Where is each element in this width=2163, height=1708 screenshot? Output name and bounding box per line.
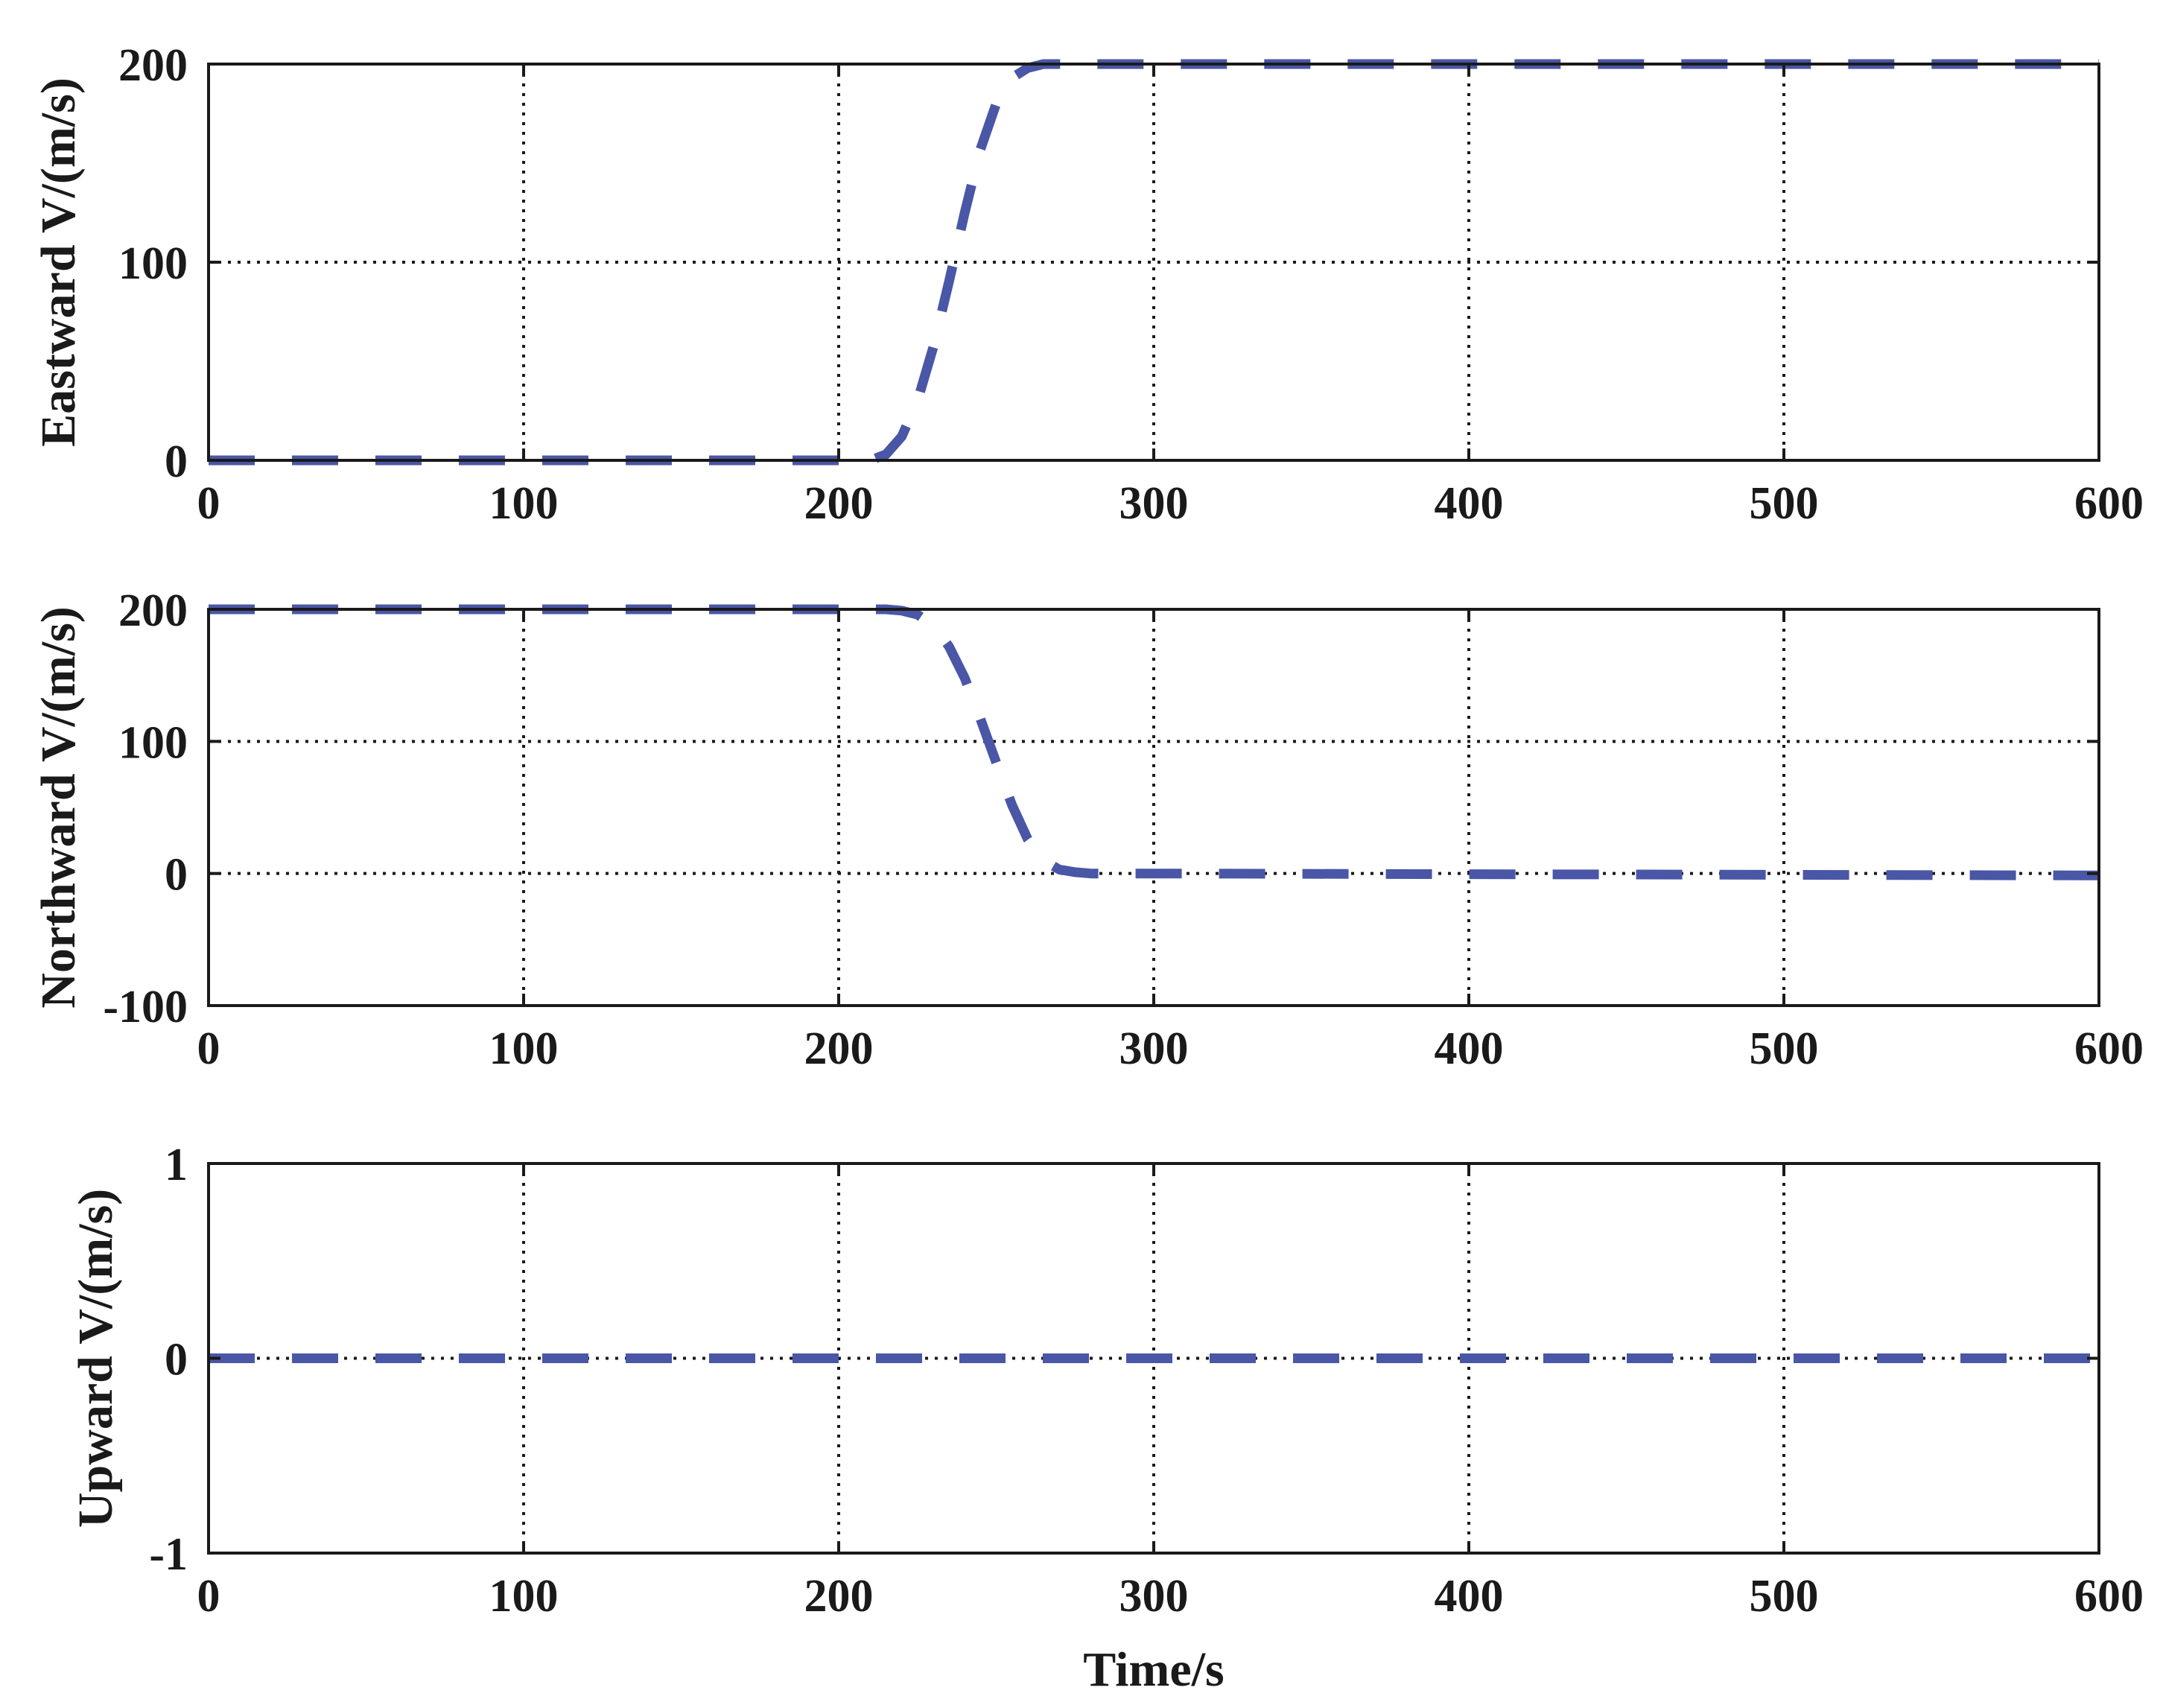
x-tick-label: 200 xyxy=(804,1023,874,1074)
x-tick-label: 300 xyxy=(1119,478,1189,529)
x-tick-label: 600 xyxy=(2074,1571,2144,1622)
x-tick-label: 300 xyxy=(1119,1571,1189,1622)
y-tick-label: 0 xyxy=(165,850,188,901)
y-tick-label: 100 xyxy=(118,717,188,768)
y-tick-label: 100 xyxy=(118,238,188,289)
x-tick-label: 500 xyxy=(1750,1023,1819,1074)
x-tick-label: 400 xyxy=(1435,1571,1504,1622)
x-tick-label: 100 xyxy=(489,1023,559,1074)
x-tick-label: 100 xyxy=(489,478,559,529)
x-tick-label: 400 xyxy=(1435,1023,1504,1074)
x-tick-label: 100 xyxy=(489,1571,559,1622)
x-tick-label: 500 xyxy=(1750,1571,1819,1622)
x-tick-label: 0 xyxy=(197,1023,220,1074)
y-tick-label: 0 xyxy=(165,1335,188,1385)
x-tick-label: 200 xyxy=(804,1571,874,1622)
x-tick-label: 600 xyxy=(2074,1023,2144,1074)
x-tick-label: 0 xyxy=(197,1571,220,1622)
y-tick-label: 200 xyxy=(118,40,188,91)
y-tick-label: 200 xyxy=(118,585,188,636)
x-axis-label: Time/s xyxy=(1083,1642,1224,1697)
y-tick-label: 0 xyxy=(165,436,188,487)
y-tick-label: -100 xyxy=(103,982,188,1032)
x-tick-label: 300 xyxy=(1119,1023,1189,1074)
y-tick-label: -1 xyxy=(149,1529,188,1580)
y-axis-label: Upward V/(m/s) xyxy=(69,1189,123,1528)
y-tick-label: 1 xyxy=(165,1140,188,1190)
x-tick-label: 600 xyxy=(2074,478,2144,529)
x-tick-label: 400 xyxy=(1435,478,1504,529)
subplot-1: 0 100 200 300 400 500 600 0 100 200 Eastward V/(m/… xyxy=(31,40,2144,529)
y-axis-label: Eastward V/(m/s) xyxy=(31,77,86,447)
y-axis-label: Northward V/(m/s) xyxy=(31,606,86,1009)
subplot-2: 0 100 200 300 400 500 600-1000100200Northward … xyxy=(31,585,2144,1074)
x-tick-label: 0 xyxy=(197,478,220,529)
x-tick-label: 500 xyxy=(1750,478,1819,529)
x-tick-label: 200 xyxy=(804,478,874,529)
